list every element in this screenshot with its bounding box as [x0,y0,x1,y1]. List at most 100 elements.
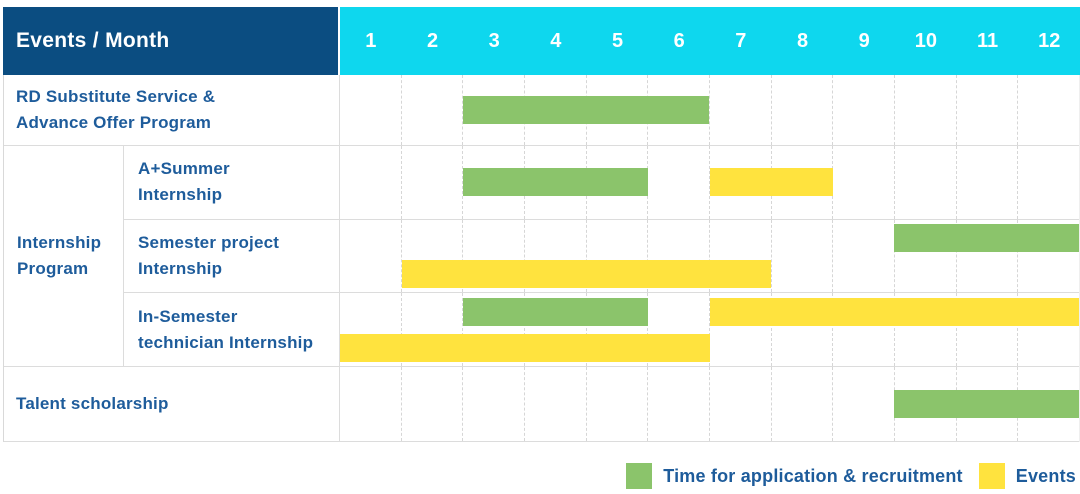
row-semester-project-internship: Semester project Internship [124,219,1079,294]
yellow-bar [709,168,833,197]
month-cell [587,367,649,441]
in-semester-technician-internship-gridcells [340,293,1079,367]
month-cell [772,293,834,367]
month-cell [772,367,834,441]
talent-scholarship-label: Talent scholarship [4,367,340,441]
in-semester-technician-internship-tracks [340,293,1079,366]
rd-substitute-service-advance-offer-program-months [340,75,1079,145]
month-cell [587,219,649,293]
month-cell [772,146,834,219]
talent-scholarship-tracks [340,367,1079,441]
month-header-cell-6: 6 [673,29,685,52]
month-header-cell-11: 11 [976,29,999,52]
in-semester-technician-internship-months [340,293,1079,367]
month-cell [587,293,649,367]
green-legend-swatch [626,463,653,489]
month-header-cell-3: 3 [488,29,500,52]
month-cell [648,367,711,441]
month-cell [833,75,896,145]
month-header-cell-5: 5 [611,29,624,52]
a-summer-internship-label: A+Summer Internship [124,146,340,219]
yellow-bar [401,260,772,289]
semester-project-internship-months [340,219,1079,293]
label-line: Program [17,259,89,278]
month-cell [710,219,772,293]
month-cell [402,75,464,145]
month-cell [402,293,464,367]
label-line: Semester project [138,233,280,252]
month-cell [895,146,957,219]
month-header-cell-7: 7 [735,29,747,52]
label-line: In-Semester [138,306,238,326]
month-cell [895,75,957,145]
label-line: RD Substitute Service & [16,87,216,106]
label-line: Internship [138,185,223,205]
month-cell [895,219,957,293]
month-header-cell-8: 8 [796,29,809,52]
month-cell [710,367,772,441]
yellow-bar [709,297,1079,326]
month-header-cell-12: 12 [1038,29,1061,52]
label-line: Internship [138,259,223,278]
internship-program-group: Internship Program A+Summer Internship Semes… [4,146,1079,367]
a-summer-internship-tracks [340,146,1079,219]
month-header-cell-4: 4 [550,29,562,52]
month-cell [957,146,1019,219]
month-header-cell-10: 10 [914,29,937,52]
label-line: A+Summer [138,159,230,179]
month-cell [648,293,711,367]
month-cell [648,219,711,293]
month-cell [710,75,772,145]
month-cell [340,293,402,367]
month-cell [402,146,464,219]
month-cell [833,293,896,367]
month-cell [895,293,957,367]
in-semester-technician-internship-track [340,330,1079,366]
month-header-cell-1: 1 [365,29,377,52]
rd-substitute-service-advance-offer-program-label: RD Substitute Service & Advance Offer Pro… [4,75,340,145]
semester-project-internship-track [340,256,1079,292]
month-cell [463,219,526,293]
a-summer-internship-months [340,146,1079,219]
month-cell [957,75,1019,145]
month-cell [402,367,464,441]
talent-scholarship-months [340,367,1079,441]
events-month-table: Events / Month 1 2 3 4 5 6 7 8 9 10 11 12 RD Substi… [3,7,1080,442]
month-cell [957,219,1019,293]
semester-project-internship-tracks [340,220,1079,293]
legend-item-green: Time for application & recruitment [626,463,963,489]
green-bar [463,297,648,326]
month-cell [463,293,526,367]
yellow-legend-swatch [978,463,1005,489]
month-cell [833,219,896,293]
label-line: Talent scholarship [16,394,169,413]
month-cell [772,75,834,145]
label-line: technician Internship [138,332,314,352]
month-cell [957,293,1019,367]
month-header-cell-9: 9 [858,29,870,52]
month-cell [463,367,526,441]
in-semester-technician-internship-track [340,293,1079,329]
yellow-bar [340,333,710,362]
month-cell [340,367,402,441]
legend-item-yellow: Events [978,463,1076,489]
month-cell [525,367,587,441]
month-cell [525,293,587,367]
green-bar [894,223,1079,252]
semester-project-internship-track [340,220,1079,256]
green-bar [463,168,648,197]
row-in-semester-technician-internship: In-Semester technician Internship [124,293,1079,367]
semester-project-internship-gridcells [340,219,1079,293]
month-cell [340,146,402,219]
semester-project-internship-label: Semester project Internship [124,219,340,293]
rd-substitute-service-advance-offer-program-track [340,75,1079,145]
header-corner-label: Events / Month [16,29,170,52]
month-header-cell-2: 2 [426,29,439,52]
a-summer-internship-track [340,146,1079,219]
talent-scholarship-track [340,367,1079,441]
label-line: Advance Offer Program [16,113,212,132]
green-bar [463,96,710,124]
month-header-cells: 1 2 3 4 5 6 7 8 9 10 11 12 [340,7,1080,75]
in-semester-technician-internship-label: In-Semester technician Internship [124,293,340,367]
green-bar [894,390,1079,418]
